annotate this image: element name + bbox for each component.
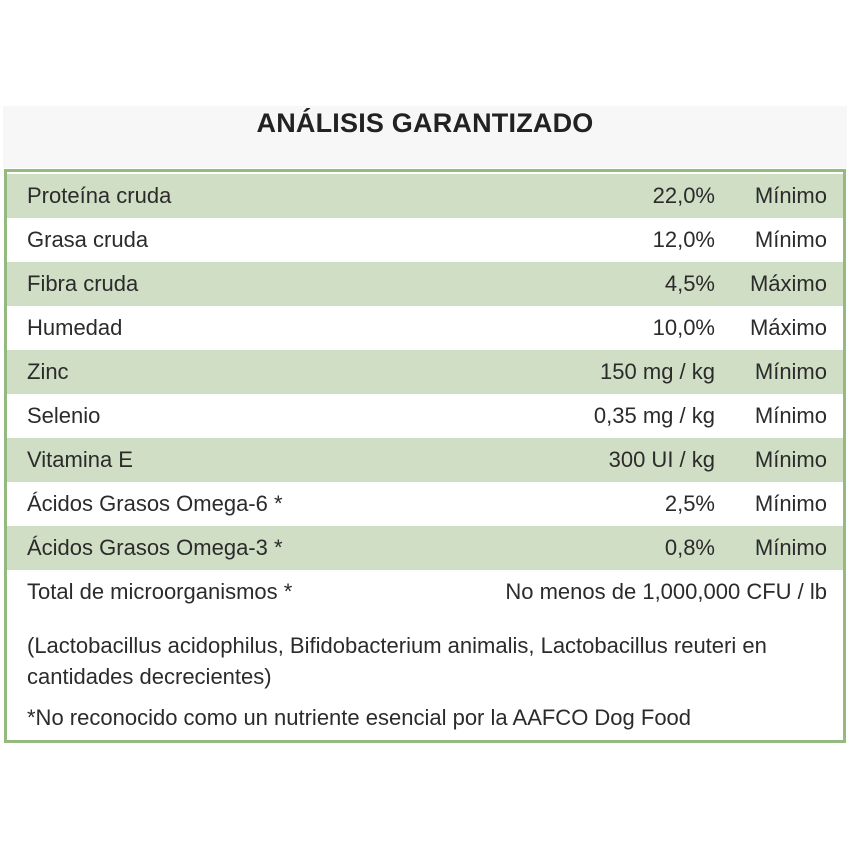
table-row-moisture: Humedad 10,0% Máximo	[7, 306, 843, 350]
table-row-selenium: Selenio 0,35 mg / kg Mínimo	[7, 394, 843, 438]
row-qualifier: Mínimo	[754, 227, 827, 252]
row-qualifier: Mínimo	[754, 491, 827, 516]
row-value: 12,0%	[652, 227, 715, 252]
table-row-omega-6: Ácidos Grasos Omega-6 * 2,5% Mínimo	[7, 482, 843, 526]
row-label: Grasa cruda	[27, 227, 149, 252]
table-row-omega-3: Ácidos Grasos Omega-3 * 0,8% Mínimo	[7, 526, 843, 570]
row-label: Zinc	[27, 359, 69, 384]
table-row-fiber: Fibra cruda 4,5% Máximo	[7, 262, 843, 306]
row-qualifier: Máximo	[749, 271, 827, 296]
row-value: 0,35 mg / kg	[593, 403, 715, 428]
strains-note: (Lactobacillus acidophilus, Bifidobacter…	[27, 633, 767, 689]
footnote: *No reconocido como un nutriente esencia…	[27, 705, 692, 730]
row-label: Vitamina E	[27, 447, 133, 472]
table-row-vitamin-e: Vitamina E 300 UI / kg Mínimo	[7, 438, 843, 482]
row-qualifier: Mínimo	[754, 183, 827, 208]
row-label: Ácidos Grasos Omega-6 *	[27, 491, 283, 516]
row-label: Selenio	[27, 403, 101, 428]
row-qualifier: Mínimo	[754, 359, 827, 384]
table-row-protein: Proteína cruda 22,0% Mínimo	[7, 174, 843, 218]
row-value: No menos de 1,000,000 CFU / lb	[505, 579, 827, 604]
table-row-microorganisms: Total de microorganismos * No menos de 1…	[7, 570, 843, 614]
row-qualifier: Mínimo	[754, 403, 827, 428]
row-label: Total de microorganismos *	[27, 579, 293, 604]
row-value: 300 UI / kg	[608, 447, 715, 472]
row-label: Humedad	[27, 315, 123, 340]
row-value: 0,8%	[664, 535, 715, 560]
table-row-fat: Grasa cruda 12,0% Mínimo	[7, 218, 843, 262]
row-qualifier: Máximo	[749, 315, 827, 340]
title-band	[3, 106, 847, 168]
table-row-zinc: Zinc 150 mg / kg Mínimo	[7, 350, 843, 394]
analysis-table: Proteína cruda 22,0% Mínimo Grasa cruda …	[4, 169, 846, 743]
row-value: 22,0%	[652, 183, 715, 208]
row-qualifier: Mínimo	[754, 535, 827, 560]
row-label: Ácidos Grasos Omega-3 *	[27, 535, 283, 560]
row-value: 2,5%	[664, 491, 715, 516]
row-qualifier: Mínimo	[754, 447, 827, 472]
row-value: 10,0%	[652, 315, 715, 340]
row-value: 4,5%	[664, 271, 715, 296]
row-value: 150 mg / kg	[600, 359, 715, 384]
row-label: Fibra cruda	[27, 271, 139, 296]
row-label: Proteína cruda	[27, 183, 172, 208]
page-title: ANÁLISIS GARANTIZADO	[256, 108, 594, 138]
